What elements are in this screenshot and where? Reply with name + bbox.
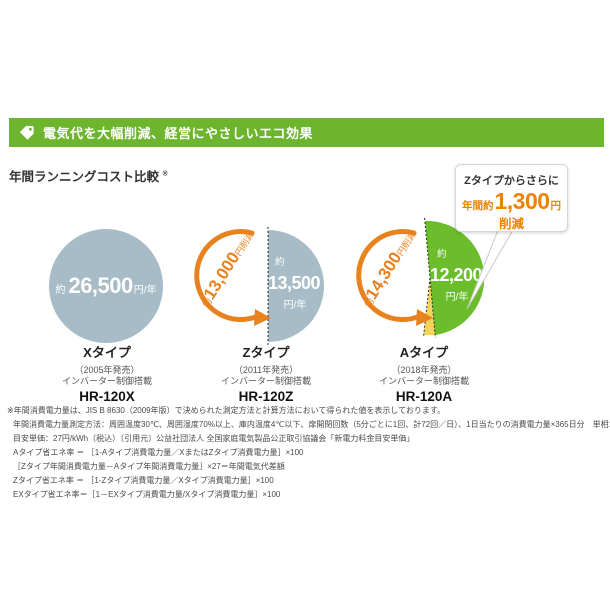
a-approx-label: 約 bbox=[437, 248, 447, 260]
a-half-circle bbox=[425, 220, 485, 335]
footnote-line: Aタイプ省エネ率 ＝ ［1-Aタイプ消費電力量／XまたはZタイプ消費電力量］×1… bbox=[13, 448, 304, 457]
z-cost-value: 13,500 bbox=[268, 273, 321, 293]
a-reduction-label: 約14,300円削減 bbox=[357, 226, 420, 311]
a-cost-unit: 円/年 bbox=[446, 290, 469, 303]
z-reduction-arrow-arc bbox=[194, 229, 261, 323]
callout-amount: 1,300 bbox=[494, 188, 550, 214]
z-reduction-arrowhead bbox=[254, 309, 271, 326]
pie-x-type: 約 26,500 円/年 bbox=[49, 229, 163, 343]
footnote-line: 年間消費電力量測定方法：周囲温度30℃、周囲湿度70%以上、庫内温度4℃以下、扉… bbox=[13, 420, 610, 429]
eco-banner: 電気代を大幅削減、経営にやさしいエコ効果 bbox=[9, 118, 604, 147]
extra-saving-callout: Zタイプからさらに 年間約 1,300 円 削減 bbox=[455, 164, 568, 232]
a-reduction-arrow-arc bbox=[356, 229, 423, 323]
callout-unit: 円 bbox=[550, 200, 562, 212]
footnotes: ※年間消費電力量は、JIS B 8630（2009年版）で決められた測定方法と計… bbox=[7, 404, 610, 502]
a-type-name: Aタイプ bbox=[399, 345, 449, 360]
a-wedge-dotted-edge bbox=[423, 277, 431, 338]
z-approx-label: 約 bbox=[275, 256, 285, 268]
footnote-line: EXタイプ省エネ率＝［1－EXタイプ消費電力量/Xタイプ消費電力量］×100 bbox=[13, 490, 281, 499]
a-cost-value: 12,200 bbox=[430, 265, 483, 285]
z-half-circle bbox=[268, 230, 324, 342]
x-type-model: HR-120X bbox=[79, 388, 135, 404]
x-cost-value: 26,500 bbox=[68, 273, 133, 298]
z-type-model: HR-120Z bbox=[238, 388, 294, 404]
a-type-feature: インバーター制御搭載 bbox=[378, 376, 469, 387]
x-approx-label: 約 bbox=[55, 285, 66, 296]
footnote-line: 目安単価：27円/kWh（税込）〔引用元〕公益社団法人 全国家庭電気製品公正取引… bbox=[13, 434, 415, 443]
z-reduction-label: 約13,000円削減 bbox=[195, 226, 258, 311]
z-cost-unit: 円/年 bbox=[284, 298, 307, 311]
section-title: 年間ランニングコスト比較 ※ bbox=[9, 166, 168, 185]
a-type-model: HR-120A bbox=[395, 388, 453, 404]
z-type-release: （2011年発売） bbox=[233, 364, 299, 375]
a-type-release: （2018年発売） bbox=[391, 364, 457, 375]
x-cost-unit: 円/年 bbox=[133, 285, 157, 296]
z-type-feature: インバーター制御搭載 bbox=[220, 376, 311, 387]
footnote-line: ［Zタイプ年間消費電力量－Aタイプ年間消費電力量］×27＝年間電気代差額 bbox=[13, 462, 285, 471]
x-type-feature: インバーター制御搭載 bbox=[61, 376, 152, 387]
callout-suffix: 削減 bbox=[498, 217, 524, 231]
callout-heading: Zタイプからさらに bbox=[464, 175, 559, 187]
callout-prefix: 年間約 bbox=[461, 200, 494, 212]
eco-banner-title: 電気代を大幅削減、経営にやさしいエコ効果 bbox=[43, 126, 314, 141]
tag-icon bbox=[19, 126, 34, 140]
section-title-text: 年間ランニングコスト比較 bbox=[9, 170, 160, 184]
z-type-label-block: Zタイプ （2011年発売） インバーター制御搭載 HR-120Z bbox=[186, 345, 346, 404]
x-type-release: （2005年発売） bbox=[74, 364, 140, 375]
callout-tail bbox=[466, 229, 514, 310]
pie-z-type: 約13,000円削減 約 13,500 円/年 bbox=[194, 226, 324, 345]
callout-amount-row: 年間約 1,300 円 bbox=[456, 188, 567, 215]
a-type-label-block: Aタイプ （2018年発売） インバーター制御搭載 HR-120A bbox=[344, 345, 504, 404]
footnote-line: ※年間消費電力量は、JIS B 8630（2009年版）で決められた測定方法と計… bbox=[7, 406, 446, 415]
pie-a-type: 約14,300円削減 約 12,200 円/年 bbox=[356, 217, 485, 339]
a-reduction-arrowhead bbox=[416, 309, 433, 326]
x-type-name: Xタイプ bbox=[83, 345, 131, 360]
section-note-mark: ※ bbox=[162, 168, 169, 178]
z-type-name: Zタイプ bbox=[242, 345, 290, 360]
footnote-line: Zタイプ省エネ率 ＝ ［1-Zタイプ消費電力量／Xタイプ消費電力量］×100 bbox=[13, 476, 274, 485]
x-type-label-block: Xタイプ （2005年発売） インバーター制御搭載 HR-120X bbox=[27, 345, 187, 404]
